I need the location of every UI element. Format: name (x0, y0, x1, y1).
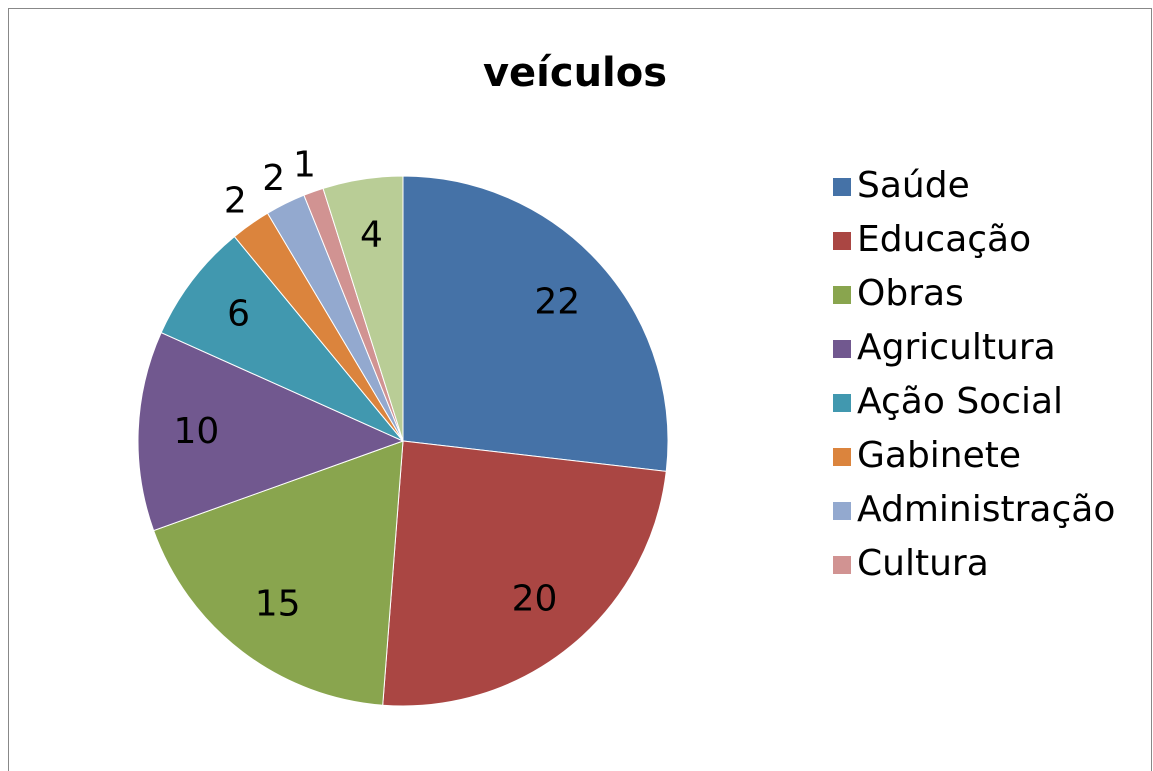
legend-swatch (833, 340, 851, 358)
legend-swatch (833, 178, 851, 196)
legend-label: Administração (857, 489, 1115, 530)
legend-label: Ação Social (857, 381, 1063, 422)
legend-label: Gabinete (857, 435, 1021, 476)
legend-label: Cultura (857, 543, 989, 584)
data-label: 2 (224, 181, 247, 222)
data-label: 10 (174, 411, 220, 452)
legend-label: Agricultura (857, 327, 1056, 368)
pie-slice (160, 235, 404, 442)
legend-swatch (833, 394, 851, 412)
chart-frame (8, 8, 1152, 771)
legend-label: Obras (857, 273, 964, 314)
legend-label: Saúde (857, 165, 970, 206)
pie-slice (382, 440, 667, 707)
data-label: 22 (534, 281, 580, 322)
data-label: 15 (255, 583, 301, 624)
pie-slice (152, 440, 404, 706)
data-label: 4 (360, 215, 383, 256)
legend-swatch (833, 448, 851, 466)
pie-slice (137, 331, 405, 532)
pie-slice (402, 175, 669, 472)
legend-swatch (833, 286, 851, 304)
legend-swatch (833, 232, 851, 250)
data-label: 20 (512, 578, 558, 619)
chart-title: veículos (483, 50, 667, 96)
legend-swatch (833, 502, 851, 520)
data-label: 2 (262, 158, 285, 199)
legend-swatch (833, 556, 851, 574)
data-label: 1 (293, 145, 316, 186)
legend-label: Educação (857, 219, 1031, 260)
pie-slice (322, 175, 404, 442)
data-label: 6 (227, 294, 250, 335)
